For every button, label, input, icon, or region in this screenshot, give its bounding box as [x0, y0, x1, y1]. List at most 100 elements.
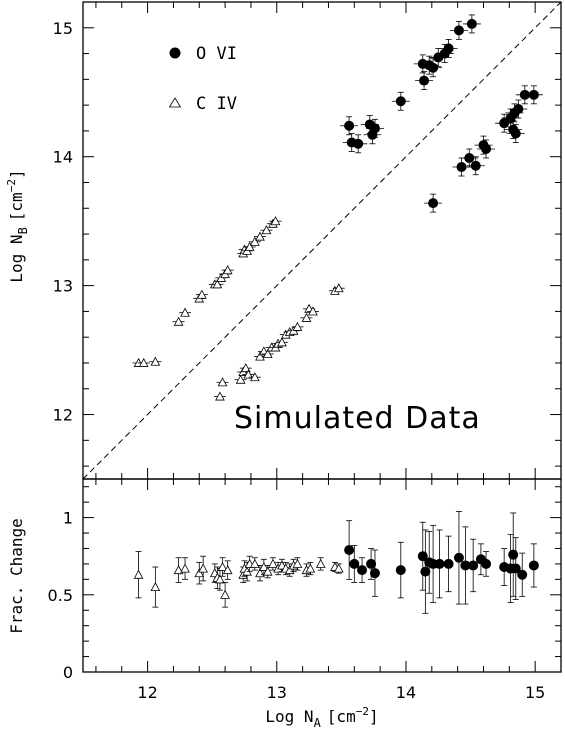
- civ-point: [305, 563, 316, 573]
- top-y-label-sub: B: [16, 227, 30, 234]
- top-y-label-close: ]: [7, 169, 26, 179]
- x-label-main: Log N: [265, 707, 313, 726]
- x-tick-label: 13: [267, 683, 287, 702]
- civ-point: [308, 306, 318, 316]
- bottom-panel-marks: [133, 511, 539, 614]
- ovi-point: [513, 104, 524, 115]
- y-tick-label: 0.5: [48, 586, 73, 605]
- top-y-axis-label: Log NB [cm−2]: [5, 169, 30, 282]
- top-y-label-unit: [cm: [7, 192, 26, 221]
- civ-point: [215, 391, 225, 401]
- ovi-point: [528, 560, 539, 571]
- x-tick-label: 15: [525, 683, 545, 702]
- ovi-point: [453, 552, 464, 563]
- civ-point: [261, 225, 272, 235]
- one-to-one-line-group: [82, 1, 562, 480]
- one-to-one-line: [82, 1, 562, 480]
- civ-point: [150, 356, 161, 366]
- ovi-point: [369, 123, 380, 134]
- ovi-point: [517, 569, 528, 580]
- civ-point: [301, 312, 312, 322]
- civ-point: [133, 569, 144, 579]
- civ-point: [268, 558, 278, 568]
- x-label-unit: [cm: [327, 707, 356, 726]
- ovi-point: [395, 96, 406, 107]
- y-tick-label: 0: [63, 663, 73, 682]
- legend: O VI C IV: [168, 44, 237, 114]
- simulated-data-annotation: Simulated Data: [234, 401, 481, 436]
- x-tick-label: 14: [396, 683, 416, 702]
- ovi-point: [508, 549, 519, 560]
- ovi-point: [453, 25, 464, 36]
- ovi-point: [460, 560, 471, 571]
- civ-point: [217, 561, 228, 571]
- civ-point: [138, 357, 149, 367]
- x-label-close: ]: [369, 707, 379, 726]
- civ-point: [292, 321, 303, 331]
- civ-point: [173, 316, 184, 326]
- civ-point: [258, 561, 269, 571]
- ovi-point: [369, 568, 380, 579]
- ovi-point: [428, 62, 439, 73]
- svg-text:Log NB[cm−2]: Log NB [cm−2]: [5, 169, 30, 282]
- ovi-point: [434, 558, 445, 569]
- ovi-point: [519, 89, 530, 100]
- civ-point: [277, 337, 287, 347]
- ovi-point: [419, 75, 430, 86]
- civ-point: [180, 307, 190, 317]
- civ-point: [249, 236, 260, 246]
- ovi-point: [510, 128, 521, 139]
- ovi-point: [464, 152, 475, 163]
- x-label-sub: A: [314, 716, 322, 730]
- civ-point: [249, 372, 260, 382]
- ovi-point: [481, 558, 492, 569]
- civ-point: [198, 563, 209, 573]
- ovi-point: [466, 18, 477, 29]
- civ-point: [150, 582, 161, 592]
- top-y-label-exp: −2: [5, 179, 18, 192]
- civ-point: [196, 289, 207, 299]
- civ-point: [333, 283, 344, 293]
- ovi-point: [443, 558, 454, 569]
- civ-point: [333, 563, 344, 573]
- civ-point: [240, 363, 251, 373]
- civ-point: [220, 589, 230, 599]
- ovi-point: [344, 545, 355, 556]
- ovi-point: [481, 143, 492, 154]
- bottom-y-axis-label: Frac. Change: [7, 518, 26, 634]
- ovi-point: [357, 565, 368, 576]
- y-tick-label: 1: [63, 509, 73, 528]
- ovi-point: [353, 138, 364, 149]
- civ-point: [235, 374, 246, 384]
- ovi-point: [344, 120, 355, 131]
- ovi-point: [428, 198, 439, 209]
- civ-point: [222, 565, 233, 575]
- civ-point: [255, 351, 265, 361]
- legend-ovi-label: O VI: [196, 44, 237, 64]
- civ-point: [222, 265, 233, 275]
- legend-ovi-marker: [169, 47, 181, 59]
- ovi-point: [528, 89, 539, 100]
- civ-point: [249, 558, 260, 568]
- ovi-point: [456, 162, 467, 173]
- legend-civ-label: C IV: [196, 94, 237, 114]
- y-tick-label: 12: [53, 406, 73, 425]
- bottom-panel-frame: [82, 478, 562, 673]
- civ-point: [215, 574, 225, 584]
- civ-point: [217, 377, 228, 387]
- ovi-point: [420, 566, 431, 577]
- ovi-point: [349, 558, 360, 569]
- x-label-exp: −2: [356, 705, 369, 718]
- tick-labels: 12 13 14 15 12 13 14 15 0 0.5 1: [48, 19, 546, 702]
- x-tick-label: 12: [137, 683, 157, 702]
- top-y-label-main: Log N: [7, 234, 26, 282]
- civ-point: [292, 558, 303, 568]
- axis-ticks: [83, 1, 562, 672]
- civ-point: [255, 231, 265, 241]
- civ-point: [262, 566, 273, 576]
- ovi-point: [366, 558, 377, 569]
- civ-point: [315, 558, 326, 568]
- civ-point: [194, 568, 205, 578]
- bottom-y-label-text: Frac. Change: [7, 518, 26, 634]
